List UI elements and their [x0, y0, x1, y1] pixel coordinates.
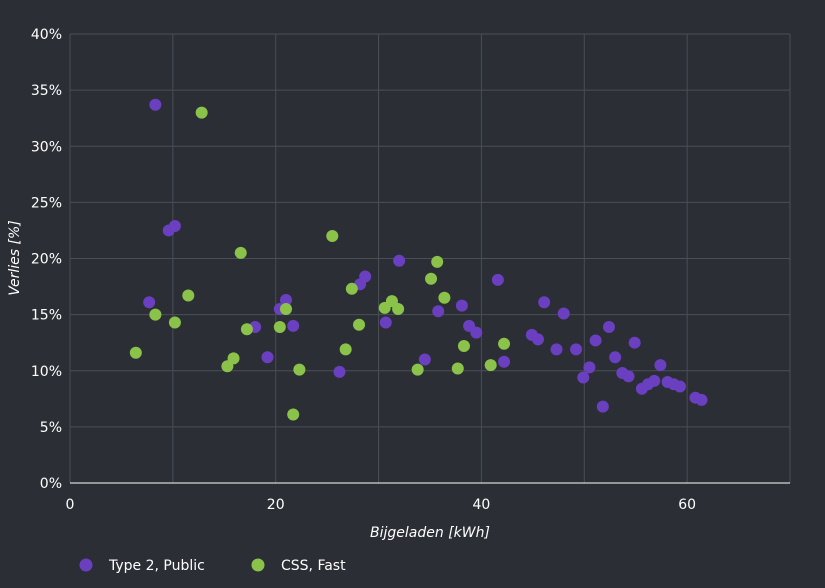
- data-point-css-fast[interactable]: [168, 316, 181, 329]
- data-point-css-fast[interactable]: [280, 303, 292, 316]
- data-point-type2-public[interactable]: [695, 393, 708, 406]
- data-point-type2-public[interactable]: [470, 326, 483, 339]
- y-tick-label: 15%: [31, 308, 62, 324]
- data-point-type2-public[interactable]: [491, 273, 504, 286]
- x-tick-label: 0: [66, 497, 75, 513]
- data-point-type2-public[interactable]: [532, 333, 544, 346]
- data-point-css-fast[interactable]: [234, 246, 247, 259]
- data-point-type2-public[interactable]: [622, 370, 635, 383]
- y-tick-label: 35%: [31, 83, 62, 99]
- data-point-type2-public[interactable]: [557, 307, 570, 320]
- data-point-type2-public[interactable]: [393, 254, 406, 267]
- data-point-css-fast[interactable]: [457, 340, 470, 353]
- data-point-type2-public[interactable]: [538, 296, 551, 309]
- data-point-type2-public[interactable]: [168, 219, 181, 232]
- data-point-type2-public[interactable]: [455, 299, 468, 312]
- data-point-css-fast[interactable]: [149, 308, 162, 321]
- data-point-type2-public[interactable]: [596, 400, 609, 413]
- data-point-type2-public[interactable]: [333, 365, 346, 378]
- data-point-type2-public[interactable]: [149, 98, 162, 111]
- data-point-type2-public[interactable]: [654, 359, 667, 372]
- data-point-css-fast[interactable]: [293, 363, 306, 376]
- y-tick-label: 10%: [31, 364, 62, 380]
- data-point-css-fast[interactable]: [227, 352, 240, 365]
- x-axis-title: Bijgeladen [kWh]: [370, 525, 490, 541]
- data-point-type2-public[interactable]: [648, 374, 661, 387]
- legend-marker-css-fast: [251, 558, 265, 572]
- data-point-css-fast[interactable]: [411, 363, 424, 376]
- data-point-type2-public[interactable]: [359, 270, 372, 283]
- y-tick-label: 40%: [31, 27, 62, 43]
- data-point-css-fast[interactable]: [451, 362, 464, 375]
- x-tick-label: 40: [473, 497, 491, 513]
- y-tick-label: 30%: [31, 139, 62, 155]
- grid-lines: [69, 33, 791, 483]
- x-tick-label: 20: [267, 497, 285, 513]
- x-tick-label: 60: [678, 497, 696, 513]
- data-point-type2-public[interactable]: [602, 320, 615, 333]
- data-point-css-fast[interactable]: [287, 408, 300, 421]
- legend: Type 2, Public CSS, Fast: [79, 558, 347, 574]
- data-point-css-fast[interactable]: [240, 323, 253, 336]
- legend-label-type2-public: Type 2, Public: [108, 558, 205, 574]
- y-tick-labels: 0% 5% 10% 15% 20% 25% 30% 35% 40%: [31, 27, 62, 492]
- data-point-type2-public[interactable]: [673, 380, 686, 393]
- data-point-css-fast[interactable]: [195, 106, 208, 119]
- data-point-type2-public[interactable]: [261, 351, 274, 364]
- y-tick-label: 20%: [31, 252, 62, 268]
- data-point-css-fast[interactable]: [425, 272, 438, 285]
- data-point-type2-public[interactable]: [432, 305, 445, 318]
- data-point-css-fast[interactable]: [431, 255, 444, 268]
- data-point-type2-public[interactable]: [628, 336, 641, 349]
- data-point-type2-public[interactable]: [418, 353, 431, 366]
- y-tick-label: 0%: [40, 476, 62, 492]
- data-point-type2-public[interactable]: [583, 361, 596, 374]
- y-tick-label: 5%: [40, 420, 62, 436]
- data-point-type2-public[interactable]: [570, 343, 583, 356]
- data-point-css-fast[interactable]: [438, 291, 451, 304]
- data-point-type2-public[interactable]: [550, 343, 563, 356]
- data-point-type2-public[interactable]: [589, 334, 602, 347]
- legend-item-type2-public[interactable]: Type 2, Public: [79, 558, 205, 574]
- data-points: [129, 98, 708, 421]
- data-point-css-fast[interactable]: [345, 282, 358, 295]
- legend-label-css-fast: CSS, Fast: [281, 558, 346, 574]
- y-tick-label: 25%: [31, 195, 62, 211]
- legend-item-css-fast[interactable]: CSS, Fast: [251, 558, 347, 574]
- data-point-css-fast[interactable]: [273, 320, 286, 333]
- data-point-type2-public[interactable]: [143, 296, 156, 309]
- data-point-css-fast[interactable]: [182, 289, 195, 302]
- x-tick-labels: 0 20 40 60: [66, 497, 697, 513]
- data-point-type2-public[interactable]: [609, 351, 622, 364]
- data-point-css-fast[interactable]: [498, 337, 511, 350]
- data-point-css-fast[interactable]: [392, 303, 405, 316]
- data-point-css-fast[interactable]: [353, 318, 366, 331]
- data-point-type2-public[interactable]: [577, 371, 590, 384]
- data-point-type2-public[interactable]: [379, 316, 392, 329]
- data-point-type2-public[interactable]: [280, 294, 292, 307]
- y-axis-title: Verlies [%]: [7, 220, 23, 296]
- data-point-css-fast[interactable]: [339, 343, 352, 356]
- data-point-type2-public[interactable]: [498, 355, 511, 368]
- data-point-type2-public[interactable]: [287, 319, 300, 332]
- data-point-css-fast[interactable]: [129, 346, 142, 359]
- legend-marker-type2-public: [79, 558, 93, 572]
- data-point-css-fast[interactable]: [484, 359, 497, 372]
- data-point-css-fast[interactable]: [326, 230, 339, 243]
